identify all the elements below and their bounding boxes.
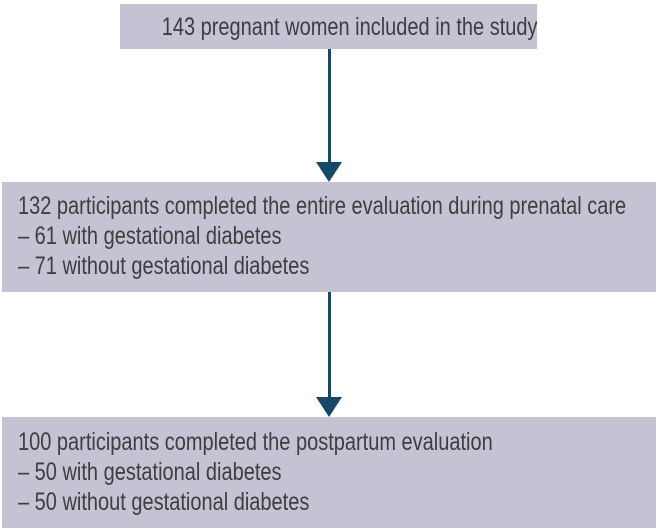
arrow-stem <box>327 49 331 162</box>
postpartum-with-gdm-text: – 50 with gestational diabetes <box>18 458 282 486</box>
postpartum-without-gdm-text: – 50 without gestational diabetes <box>18 488 310 516</box>
prenatal-total-text: 132 participants completed the entire ev… <box>18 192 627 220</box>
flow-box-postpartum-evaluation: 100 participants completed the postpartu… <box>2 417 656 528</box>
prenatal-without-gdm-text: – 71 without gestational diabetes <box>18 252 310 280</box>
arrow-head-icon <box>316 162 342 182</box>
included-in-study-text: 143 pregnant women included in the study <box>161 12 538 41</box>
arrow-head-icon <box>316 397 342 417</box>
flow-box-prenatal-evaluation: 132 participants completed the entire ev… <box>2 182 656 292</box>
down-arrow-included-to-prenatal <box>316 49 342 182</box>
down-arrow-prenatal-to-postpartum <box>316 292 342 417</box>
arrow-stem <box>327 292 331 397</box>
prenatal-with-gdm-text: – 61 with gestational diabetes <box>18 222 282 250</box>
postpartum-total-text: 100 participants completed the postpartu… <box>18 428 493 456</box>
flow-box-included-in-study: 143 pregnant women included in the study <box>120 4 538 49</box>
